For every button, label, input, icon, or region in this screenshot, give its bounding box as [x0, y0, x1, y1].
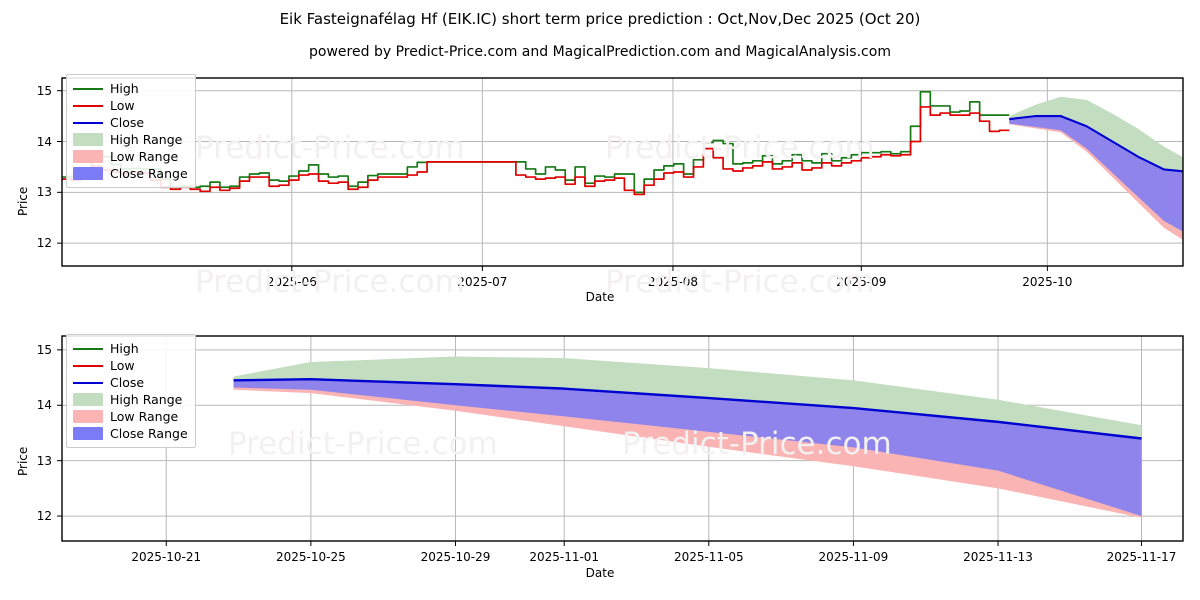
legend-patch-swatch-icon	[73, 150, 103, 163]
legend-line-swatch-icon	[73, 360, 103, 372]
x-axis-tick: 2025-08	[647, 275, 699, 289]
legend-line-swatch-icon	[73, 343, 103, 355]
x-axis-tick: 2025-10-29	[420, 550, 491, 564]
forecast-legend-item-close: Close	[73, 374, 188, 391]
x-axis-tick: 2025-11-13	[963, 550, 1033, 564]
page-title: Eik Fasteignafélag Hf (EIK.IC) short ter…	[279, 10, 921, 28]
overview-legend-item-low-range: Low Range	[73, 148, 188, 165]
forecast-legend-item-close-range: Close Range	[73, 425, 188, 442]
legend-patch-swatch-icon	[73, 167, 103, 180]
legend-label: Close Range	[110, 165, 188, 181]
y-axis-tick: 15	[36, 342, 52, 357]
legend-label: High	[110, 340, 139, 356]
forecast-legend: High Low Close High Range Low Range Close Ran…	[66, 334, 196, 448]
y-axis-tick: 12	[36, 236, 52, 251]
y-axis-tick: 13	[36, 453, 52, 468]
x-axis-tick: 2025-11-05	[673, 550, 744, 564]
forecast-plot	[57, 335, 1184, 546]
overview-legend-item-high-range: High Range	[73, 131, 188, 148]
legend-label: High	[110, 80, 139, 96]
legend-patch-swatch-icon	[73, 133, 103, 146]
x-axis-tick: 2025-10-21	[131, 550, 202, 564]
x-axis-tick: 2025-10	[1022, 275, 1073, 289]
overview-legend-item-low: Low	[73, 97, 188, 114]
forecast-legend-item-low: Low	[73, 357, 188, 374]
y-axis-tick: 13	[36, 185, 52, 200]
legend-line-swatch-icon	[73, 377, 103, 389]
forecast-chart-panel: Predict-Price.com Predict-Price.com Pric…	[0, 326, 1200, 588]
overview-x-axis-label: Date	[585, 290, 615, 304]
legend-label: Low Range	[110, 408, 179, 424]
x-axis-tick: 2025-11-17	[1106, 550, 1177, 564]
legend-label: Close	[110, 114, 145, 130]
legend-label: High Range	[110, 131, 183, 147]
overview-legend-item-close-range: Close Range	[73, 165, 188, 182]
legend-patch-swatch-icon	[73, 410, 103, 423]
x-axis-tick: 2025-11-09	[818, 550, 889, 564]
y-axis-tick: 12	[36, 509, 52, 524]
x-axis-tick: 2025-07	[457, 275, 508, 289]
forecast-x-axis-label: Date	[585, 566, 615, 580]
forecast-legend-item-low-range: Low Range	[73, 408, 188, 425]
overview-legend-item-high: High	[73, 80, 188, 97]
legend-label: Close	[110, 374, 145, 390]
forecast-legend-item-high-range: High Range	[73, 391, 188, 408]
x-axis-tick: 2025-10-25	[275, 550, 346, 564]
y-axis-tick: 14	[36, 398, 52, 413]
legend-label: Close Range	[110, 425, 188, 441]
overview-plot	[57, 77, 1184, 271]
x-axis-tick: 2025-09	[836, 275, 887, 289]
y-axis-tick: 15	[36, 83, 52, 98]
legend-patch-swatch-icon	[73, 393, 103, 406]
overview-chart-panel: Predict-Price.com Predict-Price.com Pred…	[0, 68, 1200, 308]
legend-patch-swatch-icon	[73, 427, 103, 440]
overview-legend-item-close: Close	[73, 114, 188, 131]
legend-label: High Range	[110, 391, 183, 407]
legend-line-swatch-icon	[73, 83, 103, 95]
page-subtitle: powered by Predict-Price.com and Magical…	[309, 44, 891, 60]
overview-legend: High Low Close High Range Low Range Close Ran…	[66, 74, 196, 188]
legend-line-swatch-icon	[73, 100, 103, 112]
x-axis-tick: 2025-06	[266, 275, 317, 289]
forecast-legend-item-high: High	[73, 340, 188, 357]
legend-label: Low	[110, 97, 135, 113]
legend-label: Low	[110, 357, 135, 373]
y-axis-tick: 14	[36, 134, 52, 149]
legend-label: Low Range	[110, 148, 179, 164]
legend-line-swatch-icon	[73, 117, 103, 129]
x-axis-tick: 2025-11-01	[529, 550, 600, 564]
